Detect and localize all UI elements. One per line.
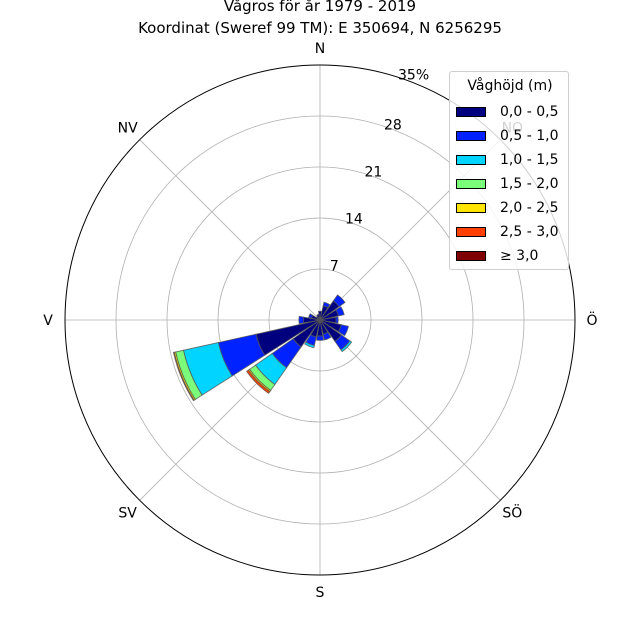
radial-tick-label: 35% [398, 67, 429, 83]
legend-swatch [456, 251, 486, 261]
sector-bar [322, 331, 332, 341]
sector-bar [308, 313, 314, 319]
grid-spoke [319, 319, 501, 501]
legend-item: 0,0 - 0,5 [456, 104, 568, 122]
legend-label: 0,5 - 1,0 [500, 128, 559, 144]
sector-bar [322, 301, 331, 309]
sector-bar [245, 369, 271, 395]
sector-bar [315, 335, 325, 341]
legend: Våghöjd (m) 0,0 - 0,5 0,5 - 1,0 1,0 - 1,… [449, 71, 569, 270]
direction-label: Ö [586, 311, 597, 329]
legend-label: 2,0 - 2,5 [500, 200, 559, 216]
legend-label: 0,0 - 0,5 [500, 104, 559, 120]
legend-item: 1,5 - 2,0 [456, 176, 568, 194]
legend-item: 0,5 - 1,0 [456, 128, 568, 146]
sector-bar [337, 324, 349, 337]
direction-label: S [316, 585, 325, 601]
direction-label: SV [118, 505, 137, 521]
direction-label: V [43, 313, 53, 329]
sector-bars [172, 294, 353, 402]
sector-bar [316, 313, 321, 321]
direction-label: N [315, 41, 325, 57]
sector-bar [304, 341, 315, 349]
direction-label: NV [118, 121, 138, 137]
legend-swatch [456, 107, 486, 117]
legend-label: ≥ 3,0 [500, 248, 539, 264]
radial-tick-label: 28 [384, 117, 402, 133]
sector-bar [298, 315, 305, 325]
legend-swatch [456, 131, 486, 141]
legend-swatch [456, 155, 486, 165]
radial-tick-label: 21 [364, 164, 382, 180]
legend-label: 1,0 - 1,5 [500, 152, 559, 168]
legend-item: 1,0 - 1,5 [456, 152, 568, 170]
legend-item: 2,0 - 2,5 [456, 200, 568, 218]
direction-label: SÖ [502, 503, 522, 521]
legend-swatch [456, 179, 486, 189]
legend-swatch [456, 227, 486, 237]
legend-label: 1,5 - 2,0 [500, 176, 559, 192]
legend-swatch [456, 203, 486, 213]
grid-spoke [139, 139, 321, 321]
sector-bar [172, 351, 195, 402]
legend-item: ≥ 3,0 [456, 248, 568, 266]
legend-label: 2,5 - 3,0 [500, 224, 559, 240]
sector-bar [335, 316, 339, 324]
radial-tick-label: 14 [345, 212, 363, 228]
legend-item: 2,5 - 3,0 [456, 224, 568, 242]
chart-title: Vågros för år 1979 - 2019 [223, 0, 417, 15]
outer-circle [64, 64, 576, 576]
legend-title: Våghöjd (m) [467, 78, 553, 94]
chart-subtitle: Koordinat (Sweref 99 TM): E 350694, N 62… [138, 19, 502, 37]
radial-tick-label: 7 [330, 259, 339, 275]
sector-bar [340, 340, 353, 353]
sector-bar [335, 306, 345, 317]
sector-bar [332, 294, 346, 308]
